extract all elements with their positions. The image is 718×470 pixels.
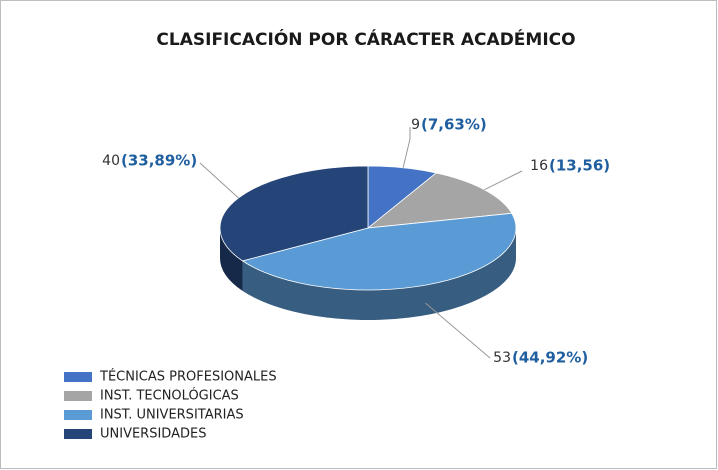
legend-label: TÉCNICAS PROFESIONALES (99, 369, 277, 385)
leader-line (402, 127, 411, 168)
slice-side (220, 228, 243, 291)
slice (366, 172, 513, 229)
data-label: 16 (530, 158, 548, 174)
data-label: 40 (102, 153, 120, 169)
percent-label: (44,92%) (512, 349, 588, 367)
legend-swatch (64, 410, 92, 420)
percent-label: (33,89%) (121, 152, 197, 170)
legend-swatch (64, 372, 92, 382)
percent-label: (7,63%) (421, 116, 487, 134)
chart-title: CLASIFICACIÓN POR CÁRACTER ACADÉMICO (156, 28, 575, 50)
data-label: 53 (493, 350, 511, 366)
legend-label: INST. TECNOLÓGICAS (100, 388, 239, 404)
legend-swatch (64, 429, 92, 439)
percent-label: (13,56) (549, 157, 610, 175)
leader-line (484, 170, 523, 191)
legend-swatch (64, 391, 92, 401)
legend-label: INST. UNIVERSITARIAS (100, 408, 244, 423)
legend-label: UNIVERSIDADES (100, 427, 206, 442)
leader-line (199, 162, 239, 199)
slice (241, 212, 517, 291)
slice-side (242, 228, 516, 321)
data-label: 9 (411, 117, 420, 133)
leader-line (425, 302, 491, 359)
